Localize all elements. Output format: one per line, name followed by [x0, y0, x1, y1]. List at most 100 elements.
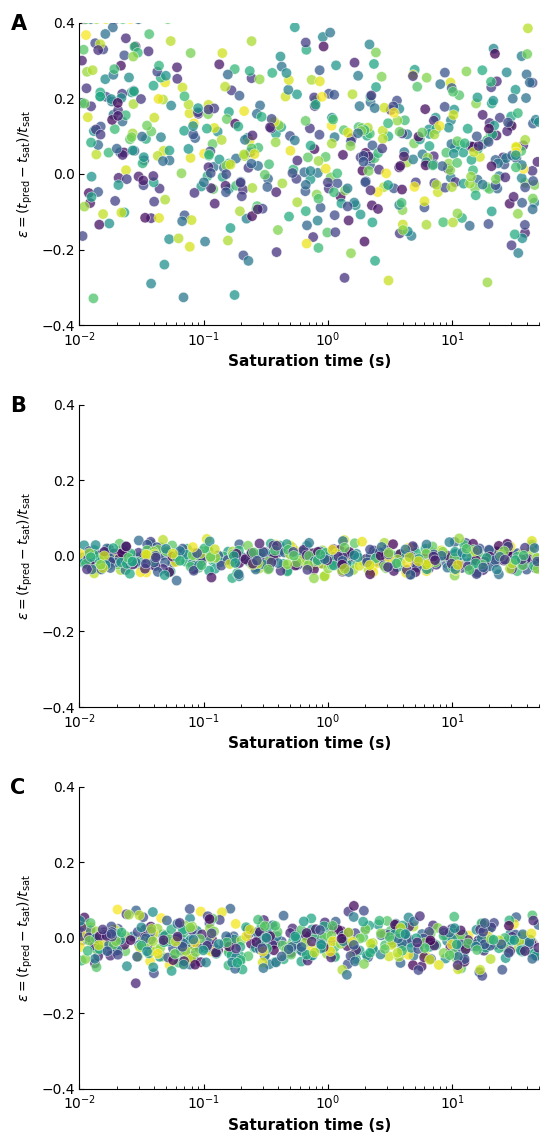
Point: [489, 931, 498, 949]
Point: [202, 953, 211, 971]
Point: [511, 551, 520, 569]
Point: [398, 941, 407, 960]
Point: [344, 923, 353, 941]
Point: [246, 552, 255, 571]
Point: [150, 545, 159, 564]
Point: [117, 543, 126, 561]
Point: [115, 550, 124, 568]
Point: [463, 119, 472, 138]
Point: [359, 147, 368, 165]
Point: [272, 183, 281, 201]
Point: [323, 224, 332, 242]
Point: [229, 928, 238, 946]
Point: [160, 566, 169, 584]
Point: [128, 124, 137, 142]
Point: [447, 920, 456, 938]
Point: [444, 925, 453, 944]
Point: [109, 65, 118, 84]
Point: [320, 929, 329, 947]
Point: [494, 543, 502, 561]
Point: [408, 956, 417, 975]
Point: [526, 931, 535, 949]
Point: [510, 225, 519, 243]
Point: [505, 912, 514, 930]
Point: [155, 179, 164, 197]
Point: [136, 563, 145, 581]
Point: [449, 106, 458, 124]
Point: [95, 216, 104, 234]
Point: [402, 564, 411, 582]
Point: [434, 956, 443, 975]
Point: [364, 147, 373, 165]
Point: [91, 536, 100, 554]
Point: [160, 256, 169, 274]
Point: [354, 118, 363, 137]
Point: [185, 900, 194, 918]
Point: [135, 532, 143, 550]
Point: [312, 185, 321, 203]
Point: [528, 73, 537, 92]
Point: [378, 139, 387, 157]
Point: [416, 549, 424, 567]
Point: [464, 934, 473, 953]
Point: [258, 953, 267, 971]
Point: [509, 544, 518, 563]
Point: [517, 142, 526, 161]
Point: [157, 909, 166, 928]
Point: [140, 148, 148, 166]
Point: [158, 560, 167, 579]
Point: [204, 940, 213, 959]
Point: [162, 542, 171, 560]
Point: [110, 921, 119, 939]
Point: [491, 936, 500, 954]
Point: [525, 73, 534, 92]
Point: [222, 165, 230, 184]
Point: [117, 203, 126, 222]
Point: [94, 936, 103, 954]
Point: [387, 936, 396, 954]
Point: [251, 558, 260, 576]
Point: [84, 550, 93, 568]
Point: [481, 939, 490, 957]
Point: [528, 949, 537, 968]
Point: [248, 126, 257, 145]
Point: [142, 933, 151, 952]
Point: [279, 907, 288, 925]
Point: [321, 544, 330, 563]
Point: [267, 119, 276, 138]
Point: [429, 545, 438, 564]
Point: [504, 537, 512, 556]
Point: [384, 544, 393, 563]
Point: [297, 941, 306, 960]
Point: [162, 931, 171, 949]
Point: [161, 73, 170, 92]
Point: [172, 59, 181, 77]
Point: [478, 106, 487, 124]
Point: [433, 183, 442, 201]
Point: [294, 546, 303, 565]
Point: [388, 535, 397, 553]
Point: [270, 537, 279, 556]
Point: [515, 932, 524, 951]
Point: [114, 94, 122, 113]
Point: [197, 550, 206, 568]
Point: [77, 952, 86, 970]
Point: [268, 916, 277, 934]
Point: [331, 551, 340, 569]
Point: [483, 178, 491, 196]
Point: [174, 230, 183, 248]
Point: [293, 85, 301, 103]
Point: [217, 131, 226, 149]
Point: [237, 931, 246, 949]
Point: [314, 543, 322, 561]
Point: [470, 557, 479, 575]
Point: [255, 940, 264, 959]
Point: [520, 941, 529, 960]
Point: [77, 917, 86, 936]
Point: [122, 957, 131, 976]
Point: [396, 224, 404, 242]
Point: [388, 925, 397, 944]
Point: [96, 34, 105, 53]
Point: [204, 158, 213, 177]
Point: [208, 134, 217, 153]
